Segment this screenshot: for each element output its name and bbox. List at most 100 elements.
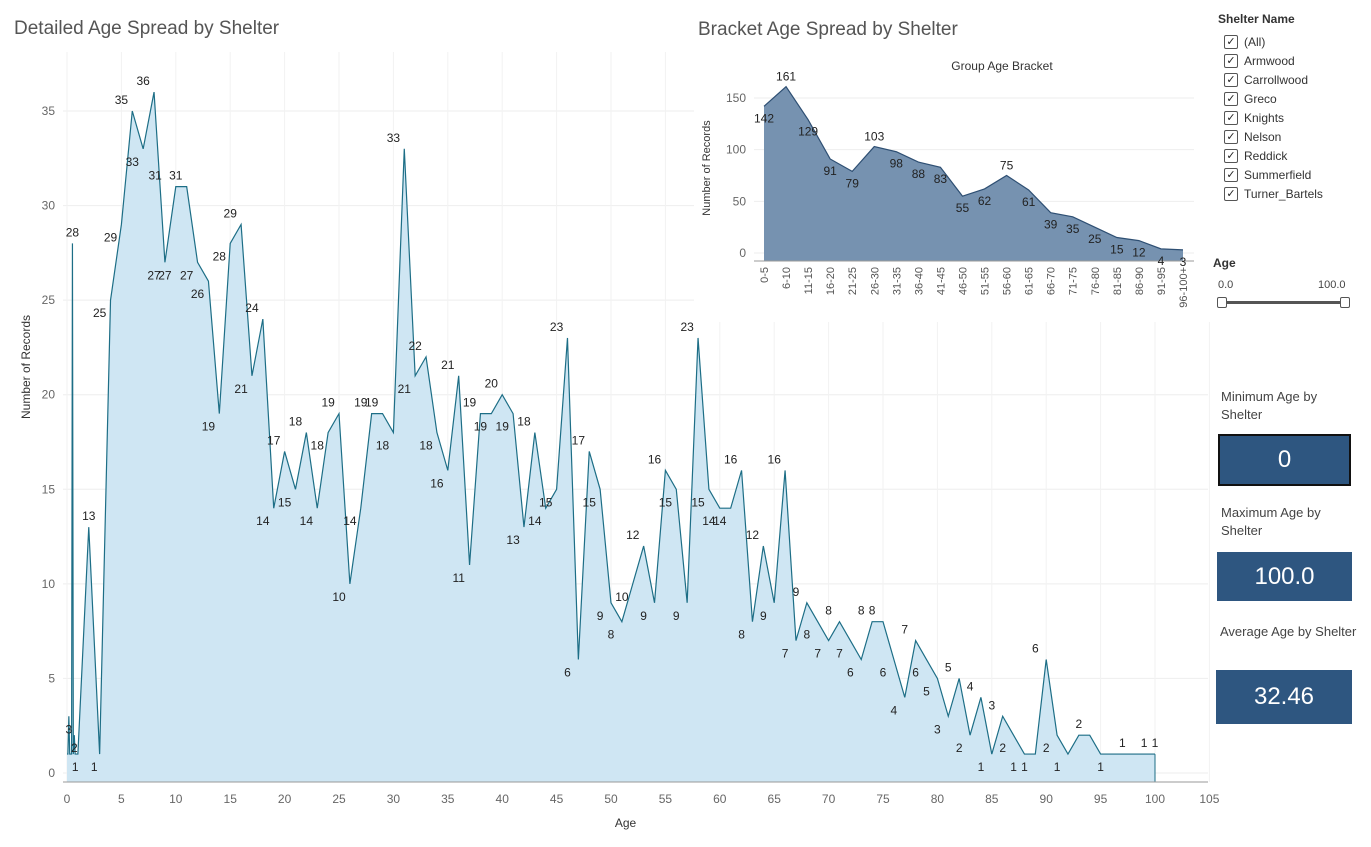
data-label: 5 [923, 684, 930, 698]
data-label: 1 [1152, 736, 1159, 750]
data-label: 36 [136, 74, 150, 88]
x-tick-label: 55 [659, 792, 673, 806]
x-tick-label: 85 [985, 792, 999, 806]
bracket-data-label: 62 [978, 194, 992, 208]
data-label: 29 [224, 206, 238, 220]
checkbox-checked-icon[interactable]: ✓ [1224, 110, 1238, 125]
x-tick-label: 80 [931, 792, 945, 806]
bracket-x-tick-label: 26-30 [869, 267, 881, 295]
bracket-data-label: 75 [1000, 159, 1014, 173]
data-label: 23 [680, 320, 694, 334]
main-chart-title: Detailed Age Spread by Shelter [14, 18, 280, 39]
data-label: 15 [659, 495, 673, 509]
checkbox-checked-icon[interactable]: ✓ [1224, 148, 1238, 163]
checkbox-checked-icon[interactable]: ✓ [1224, 167, 1238, 182]
shelter-filter-label: Turner_Bartels [1244, 186, 1323, 201]
data-label: 18 [311, 439, 325, 453]
bracket-data-label: 103 [864, 130, 884, 144]
bracket-data-label: 15 [1110, 243, 1124, 257]
shelter-filter-item[interactable]: ✓ Summerfield [1224, 165, 1323, 184]
checkbox-checked-icon[interactable]: ✓ [1224, 186, 1238, 201]
checkbox-checked-icon[interactable]: ✓ [1224, 34, 1238, 49]
checkbox-checked-icon[interactable]: ✓ [1224, 53, 1238, 68]
data-label: 28 [213, 249, 227, 263]
shelter-filter-item[interactable]: ✓ Carrollwood [1224, 70, 1323, 89]
bracket-data-label: 91 [823, 164, 837, 178]
shelter-filter-item[interactable]: ✓ Reddick [1224, 146, 1323, 165]
x-tick-label: 100 [1145, 792, 1165, 806]
data-label: 8 [803, 628, 810, 642]
bracket-data-label: 129 [798, 125, 818, 139]
age-slider-track[interactable] [1222, 301, 1346, 304]
max-age-value: 100.0 [1217, 552, 1352, 601]
data-label: 20 [485, 377, 499, 391]
data-label: 15 [583, 495, 597, 509]
data-label: 18 [517, 415, 531, 429]
data-label: 6 [847, 666, 854, 680]
checkbox-checked-icon[interactable]: ✓ [1224, 91, 1238, 106]
data-label: 1 [1097, 760, 1104, 774]
shelter-filter-label: Greco [1244, 91, 1277, 106]
bracket-data-label: 61 [1022, 195, 1036, 209]
x-tick-label: 35 [441, 792, 455, 806]
y-tick-label: 0 [48, 766, 55, 780]
data-label: 17 [267, 433, 281, 447]
x-axis-title: Age [615, 816, 637, 830]
x-tick-label: 45 [550, 792, 564, 806]
data-label: 18 [289, 415, 303, 429]
age-slider-max-handle[interactable] [1340, 297, 1350, 308]
bracket-chart-title: Bracket Age Spread by Shelter [698, 19, 958, 40]
x-tick-label: 30 [387, 792, 401, 806]
x-tick-label: 25 [332, 792, 346, 806]
data-label: 19 [474, 420, 488, 434]
data-label: 18 [419, 439, 433, 453]
shelter-filter-label: Carrollwood [1244, 72, 1309, 87]
min-age-value: 0 [1218, 434, 1351, 486]
x-tick-label: 70 [822, 792, 836, 806]
bracket-age-area-chart: Group Age Bracket 0 50 100 150 142 161 129 91 79 1… [701, 59, 1194, 308]
data-label: 8 [738, 628, 745, 642]
avg-age-title: Average Age by Shelter [1220, 624, 1357, 639]
data-label: 9 [760, 609, 767, 623]
data-label: 33 [387, 131, 401, 145]
shelter-filter-item[interactable]: ✓ Armwood [1224, 51, 1323, 70]
data-label: 27 [158, 268, 172, 282]
data-label: 21 [441, 358, 455, 372]
bracket-data-label: 83 [934, 172, 948, 186]
checkbox-checked-icon[interactable]: ✓ [1224, 129, 1238, 144]
bracket-data-label: 3 [1180, 255, 1187, 269]
y-tick-label: 30 [42, 199, 56, 213]
data-label: 6 [912, 666, 919, 680]
y-tick-label: 25 [42, 293, 56, 307]
data-label: 35 [115, 93, 129, 107]
bracket-y-tick-label: 100 [726, 143, 746, 157]
shelter-filter-item[interactable]: ✓ Nelson [1224, 127, 1323, 146]
shelter-filter-item[interactable]: ✓ Knights [1224, 108, 1323, 127]
data-label: 1 [1010, 760, 1017, 774]
shelter-filter-item[interactable]: ✓ Greco [1224, 89, 1323, 108]
age-slider-min-handle[interactable] [1217, 297, 1227, 308]
shelter-filter-item[interactable]: ✓ (All) [1224, 32, 1323, 51]
data-label: 14 [256, 514, 270, 528]
y-tick-label: 20 [42, 388, 56, 402]
data-label: 7 [836, 647, 843, 661]
age-slider-max-label: 100.0 [1318, 279, 1346, 291]
data-label: 2 [1043, 741, 1050, 755]
shelter-filter-item[interactable]: ✓ Turner_Bartels [1224, 184, 1323, 203]
bracket-x-tick-label: 16-20 [825, 267, 837, 295]
data-label: 2 [1075, 717, 1082, 731]
bracket-data-label: 142 [754, 111, 774, 125]
data-label: 15 [278, 495, 292, 509]
bracket-x-tick-label: 86-90 [1134, 267, 1146, 295]
data-label: 22 [408, 339, 422, 353]
bracket-x-tick-label: 0-5 [759, 267, 771, 283]
data-label: 24 [245, 301, 259, 315]
bracket-x-tick-label: 66-70 [1046, 267, 1058, 295]
bracket-data-label: 12 [1132, 246, 1146, 260]
bracket-x-tick-label: 91-95 [1156, 267, 1168, 295]
x-tick-label: 65 [768, 792, 782, 806]
data-label: 7 [901, 623, 908, 637]
x-tick-label: 40 [496, 792, 510, 806]
checkbox-checked-icon[interactable]: ✓ [1224, 72, 1238, 87]
data-label: 3 [988, 698, 995, 712]
